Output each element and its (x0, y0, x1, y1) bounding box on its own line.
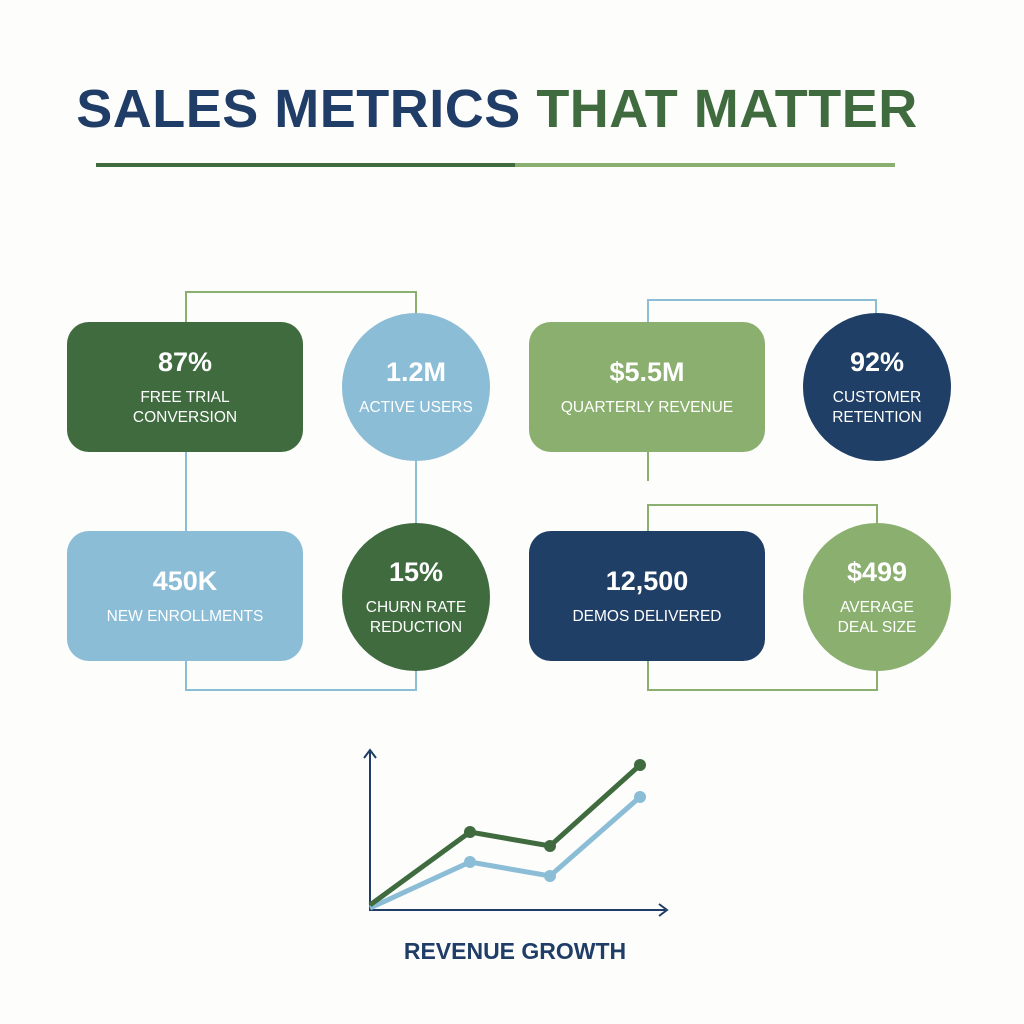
metric-card: 15% CHURN RATE REDUCTION (342, 523, 490, 671)
metric-label: AVERAGE DEAL SIZE (838, 598, 917, 638)
metric-label-line: CUSTOMER (832, 388, 922, 406)
metric-label-line: NEW ENROLLMENTS (106, 607, 264, 625)
metric-label-line: RETENTION (832, 408, 922, 426)
metric-label-line: ACTIVE USERS (359, 398, 473, 416)
metric-label: CHURN RATE REDUCTION (366, 598, 466, 638)
metric-value: $499 (846, 556, 908, 587)
metric-label-line: DEMOS DELIVERED (572, 607, 722, 625)
metric-label-line: QUARTERLY REVENUE (560, 398, 734, 416)
title: SALES METRICS THAT MATTER (0, 78, 994, 140)
growth-chart (363, 748, 669, 917)
metric-label-line: DEAL SIZE (837, 618, 917, 636)
metric-label: DEMOS DELIVERED (572, 607, 721, 627)
metric-card: 87% FREE TRIAL CONVERSION (67, 322, 303, 452)
title-accent: THAT MATTER (536, 79, 918, 139)
metric-label-line: AVERAGE (840, 598, 914, 616)
metric-card: 12,500 DEMOS DELIVERED (529, 531, 765, 661)
metric-card: 1.2M ACTIVE USERS (342, 313, 490, 461)
metric-card: $499 AVERAGE DEAL SIZE (803, 523, 951, 671)
metric-value: 92% (849, 346, 905, 377)
metric-value: 12,500 (605, 565, 689, 596)
metric-value: 450K (152, 565, 218, 596)
metric-label: FREE TRIAL CONVERSION (133, 388, 237, 428)
metric-value: 15% (388, 556, 444, 587)
metric-value: 87% (157, 346, 213, 377)
metric-label-line: REDUCTION (369, 618, 463, 636)
metric-label-line: FREE TRIAL (140, 388, 230, 406)
metric-label-line: CHURN RATE (365, 598, 467, 616)
title-primary: SALES METRICS (76, 79, 521, 139)
metric-card: 450K NEW ENROLLMENTS (67, 531, 303, 661)
chart-caption: REVENUE GROWTH (403, 938, 627, 964)
metric-label: QUARTERLY REVENUE (561, 398, 733, 418)
metric-card: 92% CUSTOMER RETENTION (803, 313, 951, 461)
metric-value: $5.5M (609, 356, 685, 387)
metric-value: 1.2M (385, 356, 447, 387)
metric-label: NEW ENROLLMENTS (107, 607, 264, 627)
metric-label-line: CONVERSION (132, 408, 238, 426)
connectors (185, 291, 878, 691)
metric-label: CUSTOMER RETENTION (832, 388, 922, 428)
metric-card: $5.5M QUARTERLY REVENUE (529, 322, 765, 452)
metric-label: ACTIVE USERS (359, 398, 473, 418)
